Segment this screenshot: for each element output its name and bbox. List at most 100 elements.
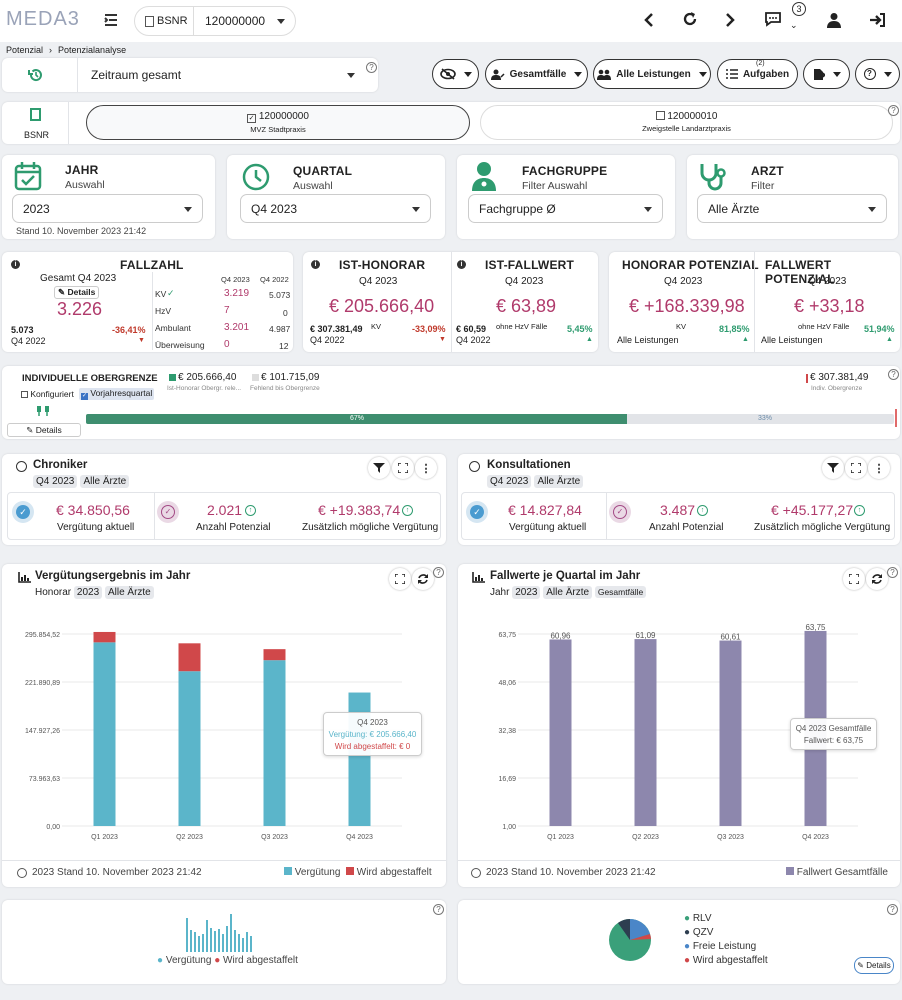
bsnr-option-120000010[interactable]: 120000010 Zweigstelle Landarztpraxis bbox=[480, 105, 893, 140]
bar-wird-abgestaffelt[interactable] bbox=[178, 643, 201, 672]
edit-icon: ✎ bbox=[857, 961, 864, 970]
refresh-icon[interactable] bbox=[682, 11, 698, 30]
history-icon[interactable] bbox=[28, 67, 44, 86]
back-icon[interactable] bbox=[643, 12, 655, 31]
arrow-up-circle-icon: ↑ bbox=[697, 505, 708, 516]
bar-vergütung[interactable] bbox=[93, 642, 116, 826]
obergrenze-card: INDIVIDUELLE OBERGRENZE € 205.666,40 Ist… bbox=[2, 366, 900, 439]
info-icon[interactable]: i bbox=[11, 260, 20, 269]
fachgruppe-select[interactable]: Fachgruppe Ø bbox=[468, 194, 663, 223]
fallzahl-pct: -36,41% bbox=[112, 325, 146, 335]
honorar-potenzial-tag: KV bbox=[676, 322, 687, 331]
tasks-icon bbox=[725, 69, 738, 79]
bar-fallwert-gesamtfälle[interactable] bbox=[719, 640, 742, 826]
aufgaben-button[interactable]: Aufgaben (2) bbox=[717, 59, 798, 89]
col-header: Q4 2022 bbox=[260, 275, 289, 284]
check-icon: ✓ bbox=[167, 288, 175, 298]
bar-vergütung[interactable] bbox=[263, 660, 286, 826]
breadcrumb-item[interactable]: Potenzialanalyse bbox=[58, 45, 127, 55]
expand-icon[interactable] bbox=[392, 457, 414, 479]
progress-label-ist: 67% bbox=[350, 415, 365, 422]
jahr-select[interactable]: 2023 bbox=[12, 194, 203, 223]
menu-collapse-icon[interactable] bbox=[104, 13, 118, 27]
chroniker-m2-label: Anzahl Potenzial bbox=[196, 522, 271, 533]
sync-icon[interactable] bbox=[866, 568, 888, 590]
help-icon[interactable]: ? bbox=[366, 62, 377, 73]
bsnr-option-120000000[interactable]: ✓ 120000000 MVZ Stadtpraxis bbox=[86, 105, 470, 140]
zeitraum-select[interactable]: Zeitraum gesamt bbox=[81, 62, 365, 88]
user-icon[interactable] bbox=[827, 12, 841, 31]
legend-fallwert[interactable]: Fallwert Gesamtfälle bbox=[786, 867, 888, 878]
bar-fallwert-gesamtfälle[interactable] bbox=[549, 639, 572, 826]
help-icon[interactable]: ? bbox=[888, 105, 899, 116]
bsnr-selector[interactable]: BSNR 120000000 bbox=[134, 6, 296, 36]
app-logo[interactable]: MEDA3 bbox=[6, 8, 80, 30]
honorar-potenzial-value: € +168.339,98 bbox=[629, 296, 745, 316]
help-menu-button[interactable]: ? bbox=[855, 59, 900, 89]
bar-fallwert-gesamtfälle[interactable] bbox=[634, 639, 657, 826]
fallzahl-details-button[interactable]: ✎ Details bbox=[54, 286, 100, 299]
bottom2-details-button[interactable]: ✎ Details bbox=[854, 957, 894, 974]
filter-row: Zeitraum gesamt bbox=[2, 58, 378, 92]
bar-wird-abgestaffelt[interactable] bbox=[93, 631, 116, 643]
breadcrumb: Potenzial › Potenzialanalyse bbox=[6, 45, 126, 55]
arzt-card: ARZT Filter Alle Ärzte bbox=[687, 155, 898, 239]
info-icon[interactable]: i bbox=[311, 260, 320, 269]
chart1-card: Vergütungsergebnis im Jahr Honorar 2023 … bbox=[2, 564, 446, 887]
obergrenze-fehlend-sub: Fehlend bis Obergrenze bbox=[250, 385, 320, 392]
ist-fallwert-pct: 5,45% bbox=[567, 324, 593, 334]
gesamtfaelle-button[interactable]: Gesamtfälle bbox=[485, 59, 588, 89]
chat-icon[interactable] bbox=[764, 11, 782, 30]
chevron-down-icon[interactable]: ⌄ bbox=[790, 20, 798, 30]
sync-icon[interactable] bbox=[412, 568, 434, 590]
chroniker-card: Chroniker Q4 2023 Alle Ärzte ⋮ ✓ € 34.85… bbox=[2, 454, 446, 545]
help-icon[interactable]: ? bbox=[888, 369, 899, 380]
obergrenze-details-button[interactable]: ✎ Details bbox=[7, 423, 81, 437]
y-tick-label: 63,75 bbox=[498, 632, 516, 639]
more-vertical-icon[interactable]: ⋮ bbox=[415, 457, 437, 479]
expand-icon[interactable] bbox=[389, 568, 411, 590]
expand-icon[interactable] bbox=[845, 457, 867, 479]
more-vertical-icon[interactable]: ⋮ bbox=[868, 457, 890, 479]
alle-leistungen-button[interactable]: Alle Leistungen bbox=[593, 59, 711, 89]
ist-honorar-sub: Q4 2023 bbox=[359, 276, 398, 287]
chroniker-m2-value: 2.021 bbox=[207, 502, 243, 518]
bar-wird-abgestaffelt[interactable] bbox=[263, 649, 286, 661]
circle-icon bbox=[16, 461, 27, 472]
aufgaben-count: (2) bbox=[756, 60, 765, 67]
filter-icon[interactable] bbox=[822, 457, 844, 479]
logout-icon[interactable] bbox=[869, 13, 885, 30]
help-icon[interactable]: ? bbox=[887, 904, 898, 915]
row-label: Ambulant bbox=[155, 323, 191, 333]
arzt-select[interactable]: Alle Ärzte bbox=[697, 194, 887, 223]
legend-ist-swatch bbox=[169, 374, 176, 381]
fallwert-potenzial-sub: Q4 2023 bbox=[808, 276, 847, 287]
filter-icon[interactable] bbox=[368, 457, 390, 479]
fallwert-potenzial-value: € +33,18 bbox=[794, 296, 865, 316]
info-icon[interactable]: i bbox=[457, 260, 466, 269]
fachgruppe-card: FACHGRUPPE Filter Auswahl Fachgruppe Ø bbox=[457, 155, 675, 239]
visibility-toggle-button[interactable] bbox=[432, 59, 479, 89]
adjust-icon bbox=[36, 405, 50, 420]
expand-icon[interactable] bbox=[843, 568, 865, 590]
help-icon[interactable]: ? bbox=[887, 567, 898, 578]
y-tick-label: 295.854,52 bbox=[25, 632, 60, 639]
arrow-up-circle-icon: ↑ bbox=[245, 505, 256, 516]
konsultationen-m2-value: 3.487 bbox=[660, 502, 696, 518]
konsultationen-card: Konsultationen Q4 2023 Alle Ärzte ⋮ ✓ € … bbox=[458, 454, 900, 545]
help-icon[interactable]: ? bbox=[433, 904, 444, 915]
vorjahresquartal-checkbox[interactable]: ✓ Vorjahresquartal bbox=[79, 388, 155, 400]
bar-vergütung[interactable] bbox=[178, 671, 201, 826]
arrow-up-circle-icon: ↑ bbox=[854, 505, 865, 516]
help-icon[interactable]: ? bbox=[433, 567, 444, 578]
y-tick-label: 221.890,89 bbox=[25, 680, 60, 687]
legend-vergutung[interactable]: Vergütung bbox=[284, 867, 340, 878]
bsnr-row: BSNR ✓ 120000000 MVZ Stadtpraxis 1200000… bbox=[2, 102, 900, 144]
forward-icon[interactable] bbox=[724, 12, 736, 31]
quartal-select[interactable]: Q4 2023 bbox=[240, 194, 431, 223]
konfiguriert-checkbox[interactable]: Konfiguriert bbox=[21, 389, 74, 399]
export-button[interactable] bbox=[803, 59, 850, 89]
legend-abgestaffelt[interactable]: Wird abgestaffelt bbox=[346, 867, 432, 878]
users-icon bbox=[597, 69, 612, 80]
breadcrumb-item[interactable]: Potenzial bbox=[6, 45, 44, 55]
